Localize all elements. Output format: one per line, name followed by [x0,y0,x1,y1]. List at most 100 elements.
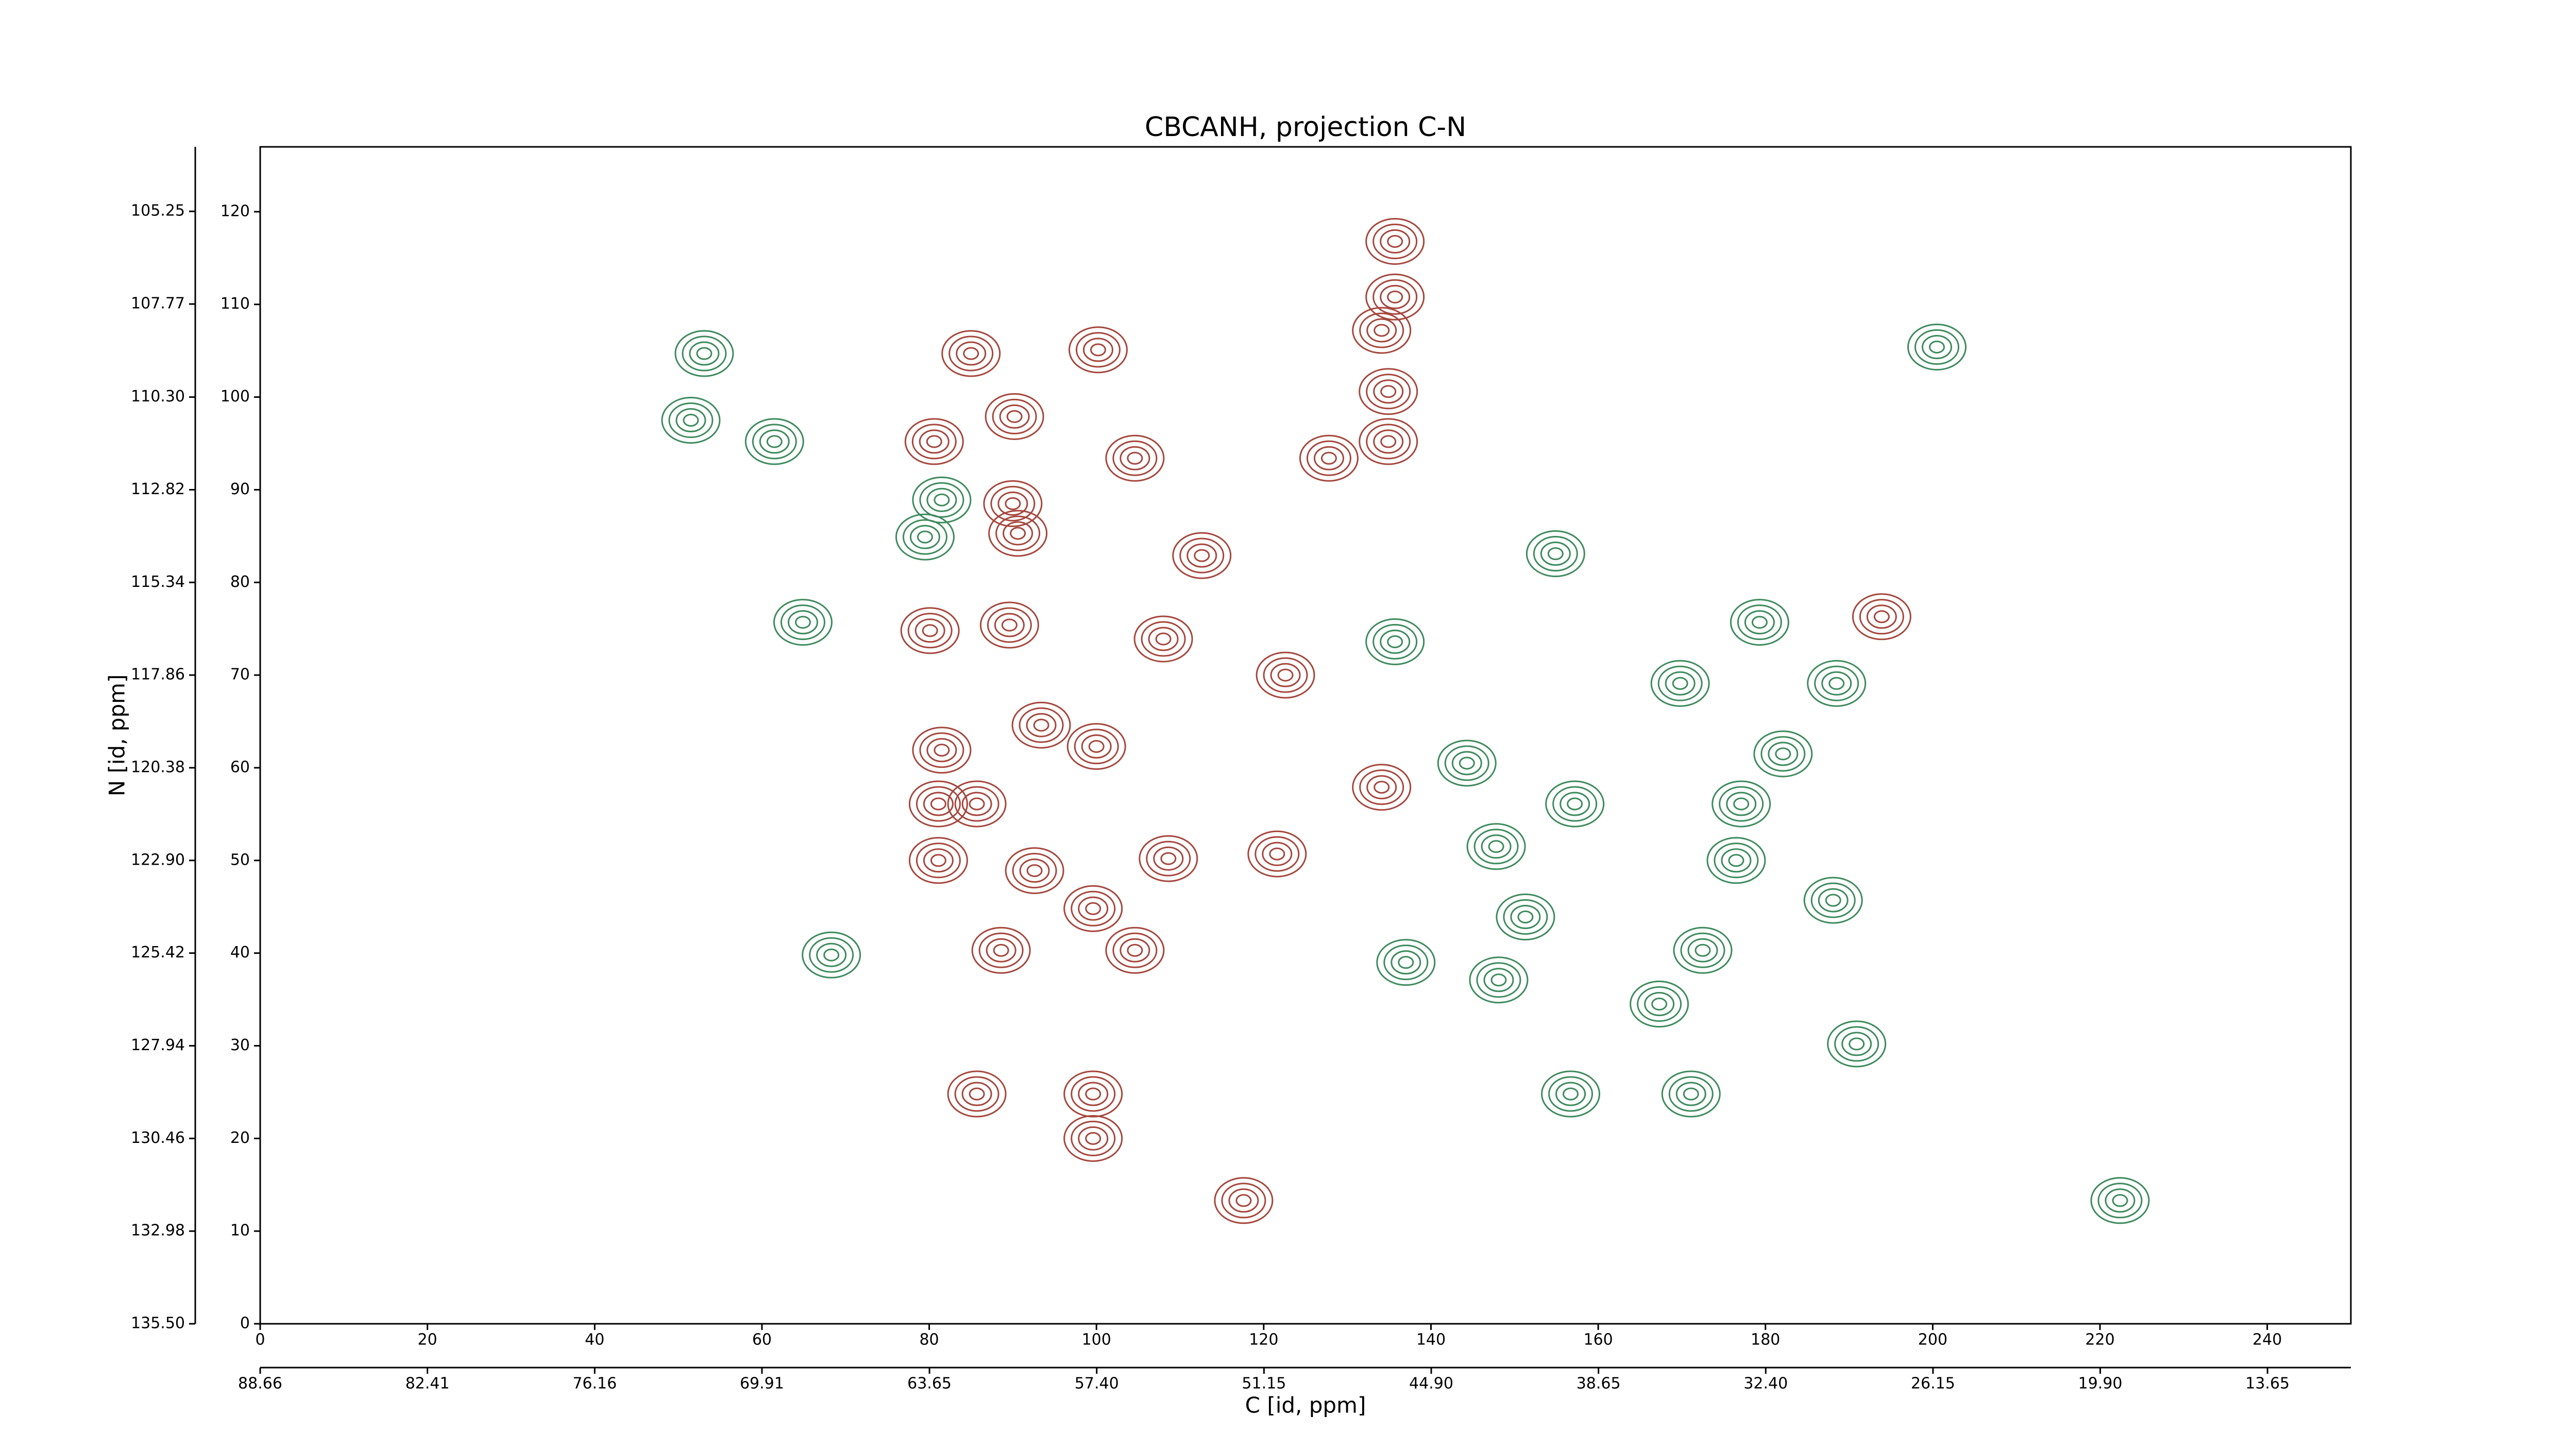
contour-ring [1873,610,1890,624]
contour-ring [1714,843,1759,879]
contour-ring [1256,651,1315,699]
contour-ring [1387,635,1403,648]
contour-ring [961,1082,992,1106]
contour-ring [1366,318,1397,343]
contour-ring [1563,1087,1579,1101]
contour-ring [1459,756,1475,770]
contour-ring [1120,446,1150,470]
contour-ring [1374,781,1390,794]
contour-ring [1320,451,1337,465]
contour-ring [1359,312,1404,348]
contour-ring [916,786,961,822]
contour-ring [1380,385,1397,398]
contour-ring [1376,939,1436,986]
contour-ring [1380,435,1397,448]
contour-ring [1730,599,1789,646]
contour-ring [1082,338,1113,362]
contour-ring [1828,677,1845,690]
y-tick-label: 0 [240,1315,250,1333]
contour-ring [995,515,1041,551]
y2-tick-label: 120.38 [131,758,185,776]
contour-ring [1372,223,1418,259]
x2-tick-label: 44.90 [1409,1375,1453,1393]
x2-tick-label: 19.90 [2078,1375,2123,1393]
contour-ring [2105,1188,2136,1213]
contour-ring [1001,618,1018,632]
contour-ring [1719,786,1764,822]
x-tick-label: 0 [255,1331,265,1349]
contour-ring [1859,599,1904,635]
contour-ring [1235,1194,1252,1207]
contour-ring [1085,1132,1101,1145]
contour-ring [1914,329,1960,365]
contour-ring [1841,1032,1872,1056]
contour-ring [1814,665,1859,701]
contour-ring [947,1070,1007,1118]
y-tick-label: 100 [221,387,250,406]
contour-ring [1488,840,1504,853]
contour-ring [1476,962,1521,998]
contour-ring [1733,797,1750,811]
y2-tick-label: 122.90 [131,851,185,869]
contour-ring [1172,532,1232,579]
contour-ring [1821,671,1852,696]
x2-tick-label: 57.40 [1075,1375,1119,1393]
y2-tick-label: 132.98 [131,1222,185,1240]
contour-ring [911,424,957,460]
contour-ring [930,854,946,867]
x2-tick-label: 51.15 [1242,1375,1286,1393]
contour-ring [1359,769,1404,805]
contour-ring [1262,841,1293,866]
contour-ring [1112,440,1158,476]
contour-ring [1665,671,1696,696]
x2-tick-label: 13.65 [2245,1375,2290,1393]
contour-ring [1922,334,1953,359]
contour-ring [1547,547,1564,561]
contour-ring [1127,943,1143,957]
contour-ring [1807,660,1867,707]
contour-ring [1387,290,1403,304]
contour-ring [1214,1177,1274,1224]
contour-ring [1555,1082,1586,1106]
y-tick-label: 110 [221,295,250,313]
contour-ring [1133,615,1193,663]
contour-ring [1552,786,1598,822]
contour-ring [1255,836,1300,872]
contour-ring [1469,956,1529,1004]
contour-ring [1548,1076,1594,1112]
contour-ring [1827,1020,1887,1068]
contour-ring [2097,1183,2143,1219]
y2-tick-label: 135.50 [131,1315,185,1333]
contour-ring [1071,890,1116,926]
y2-tick-label: 115.34 [131,573,185,591]
contour-ring [1668,1076,1714,1112]
contour-ring [1085,1087,1101,1101]
contour-ring [1496,893,1555,940]
contour-ring [1728,854,1744,867]
contour-ring [922,624,938,637]
contour-ring [1153,846,1184,871]
contour-ring [1088,740,1105,753]
chart-title: CBCANH, projection C-N [1145,112,1466,143]
y2-tick-label: 105.25 [131,202,185,220]
x2-tick-label: 69.91 [740,1375,784,1393]
contour-ring [969,797,985,811]
contour-ring [1473,829,1519,865]
contour-ring [1374,324,1390,337]
contour-ring [947,780,1007,828]
contour-ring [923,791,954,816]
x-tick-label: 60 [752,1331,772,1349]
contour-ring [1078,896,1109,921]
contour-ring [661,397,721,444]
contour-ring [916,843,961,879]
contour-ring [802,931,861,979]
contour-ring [956,341,987,366]
contour-ring [963,347,979,360]
contour-ring [1567,797,1583,811]
contour-ring [1003,521,1033,546]
contour-ring [1068,326,1128,374]
contour-ring [1711,780,1771,828]
contour-ring [941,330,1001,377]
x-tick-label: 160 [1583,1331,1613,1349]
contour-ring [926,435,942,448]
